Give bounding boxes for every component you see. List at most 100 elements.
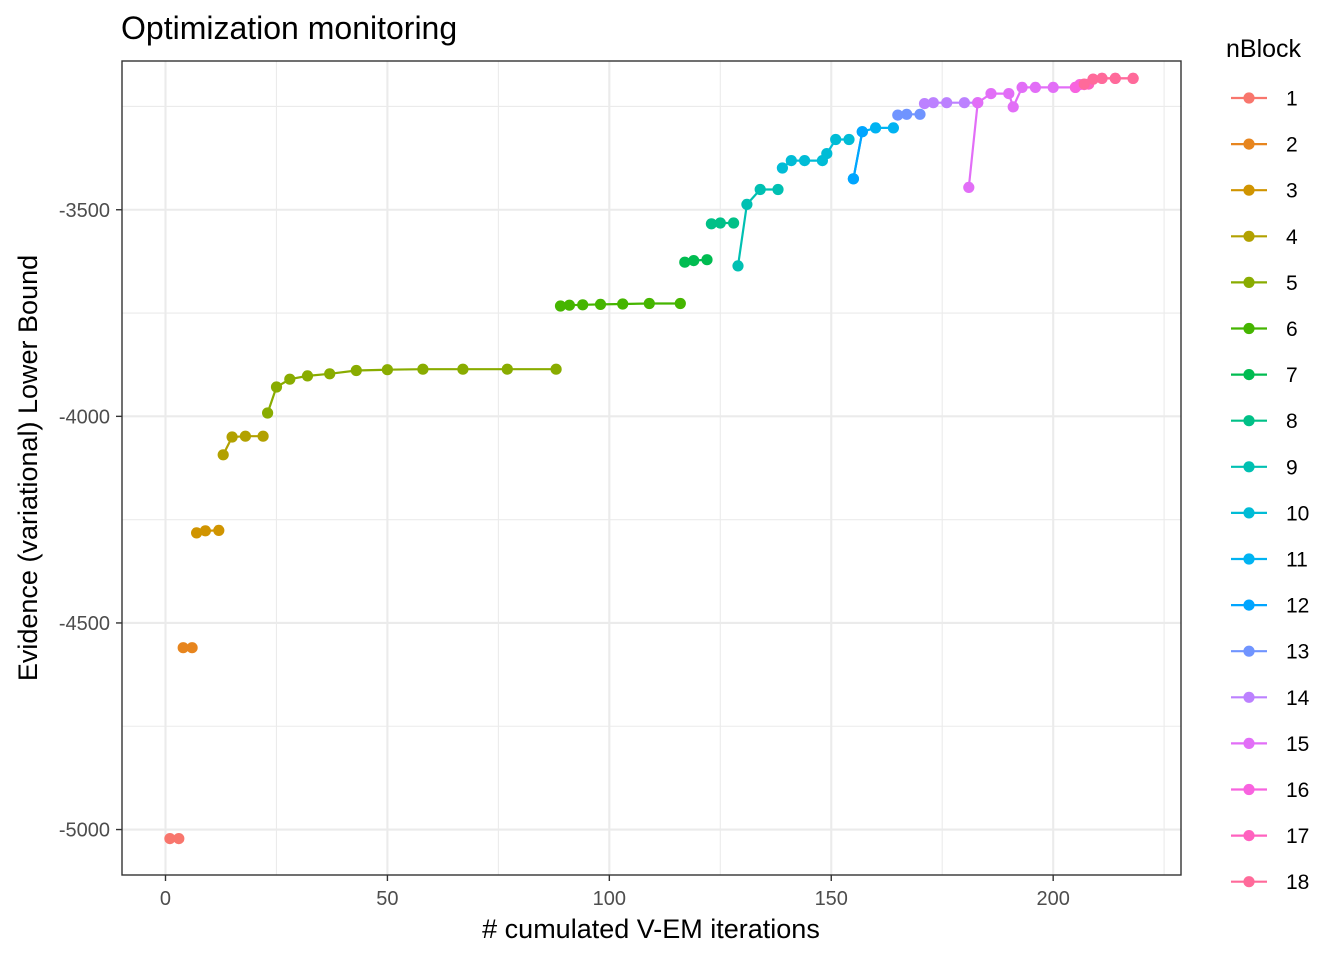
data-point	[284, 373, 296, 385]
data-point	[705, 218, 718, 230]
legend-item-11: 11	[1231, 549, 1308, 572]
legend-key-point	[1243, 322, 1255, 335]
data-point	[772, 183, 784, 196]
data-point	[701, 254, 713, 266]
legend-label: 2	[1286, 134, 1298, 157]
legend-item-18: 18	[1231, 871, 1309, 894]
data-point	[870, 122, 882, 134]
data-point	[554, 300, 567, 312]
data-point	[257, 430, 269, 442]
legend-label: 10	[1286, 502, 1309, 525]
data-point	[213, 524, 225, 537]
legend-key-point	[1243, 553, 1255, 565]
legend-label: 12	[1286, 595, 1309, 618]
data-point	[577, 299, 589, 311]
legend-key-point	[1243, 138, 1255, 150]
series-12	[847, 126, 868, 185]
data-point	[941, 97, 953, 109]
plot-border	[121, 60, 1182, 876]
legend-key-point	[1243, 830, 1255, 842]
data-point	[785, 155, 797, 167]
data-point	[1007, 101, 1019, 113]
data-point	[776, 162, 789, 174]
data-point	[239, 430, 251, 442]
series-line	[222, 435, 264, 456]
legend-item-16: 16	[1231, 779, 1309, 802]
data-point	[674, 297, 686, 310]
legend-item-4: 4	[1231, 226, 1298, 249]
legend-label: 8	[1286, 410, 1298, 433]
data-point	[217, 449, 229, 461]
data-point	[501, 363, 513, 375]
data-point	[732, 260, 744, 272]
data-point	[985, 88, 997, 100]
legend-item-8: 8	[1231, 410, 1298, 433]
legend-title: nBlock	[1226, 35, 1302, 63]
data-point	[563, 299, 576, 311]
legend-item-14: 14	[1231, 687, 1310, 710]
y-axis: -5000 -4500 -4000 -3500	[59, 200, 122, 842]
legend-item-10: 10	[1231, 502, 1309, 525]
data-point	[892, 109, 904, 121]
legend-item-3: 3	[1231, 180, 1298, 203]
data-point	[191, 527, 203, 539]
data-point	[847, 173, 860, 185]
legend-item-2: 2	[1231, 134, 1298, 157]
legend-label: 15	[1286, 733, 1309, 756]
x-tick-label: 200	[1036, 888, 1069, 910]
legend-key-point	[1243, 415, 1255, 427]
legend-key-point	[1243, 276, 1255, 288]
data-point	[173, 833, 185, 845]
data-point	[914, 108, 926, 120]
legend-item-15: 15	[1231, 733, 1309, 756]
data-point	[918, 98, 931, 110]
data-point	[164, 833, 176, 845]
data-point	[226, 431, 238, 443]
data-point	[728, 217, 740, 229]
major-gridlines	[122, 61, 1181, 875]
legend-key-point	[1243, 691, 1255, 703]
data-point	[958, 97, 971, 109]
series-7	[679, 254, 713, 268]
data-point	[679, 256, 691, 268]
legend-label: 9	[1286, 456, 1298, 479]
data-point	[1109, 72, 1121, 84]
legend-key-point	[1243, 645, 1255, 657]
legend-key-point	[1243, 184, 1255, 196]
series-6	[554, 297, 686, 312]
series-line	[852, 131, 864, 180]
data-point	[1016, 81, 1028, 93]
series-5	[262, 363, 562, 419]
data-point	[856, 126, 868, 138]
data-point	[457, 363, 469, 375]
legend-label: 5	[1286, 272, 1298, 295]
legend-label: 13	[1286, 641, 1309, 664]
legend-item-9: 9	[1231, 456, 1298, 479]
data-point	[927, 97, 939, 109]
series-15	[963, 81, 1081, 193]
series-13	[892, 108, 926, 121]
x-axis: 0 50 100 150 200	[160, 875, 1070, 910]
y-tick-label: -5000	[59, 820, 110, 842]
data-point	[301, 370, 314, 382]
data-point	[381, 364, 393, 376]
legend-label: 11	[1286, 549, 1308, 572]
legend-item-12: 12	[1231, 595, 1309, 618]
data-point	[199, 525, 211, 537]
data-point	[887, 122, 900, 134]
legend-item-17: 17	[1231, 825, 1309, 848]
data-point	[830, 133, 842, 146]
data-point	[1096, 72, 1108, 84]
data-point	[688, 255, 700, 267]
data-point	[643, 297, 655, 310]
data-point	[821, 148, 833, 160]
data-point	[1047, 81, 1059, 93]
data-point	[350, 364, 362, 377]
series-10	[776, 133, 855, 174]
data-point	[799, 155, 811, 167]
data-point	[186, 642, 198, 654]
legend-label: 17	[1286, 825, 1309, 848]
y-tick-label: -3500	[59, 200, 110, 222]
